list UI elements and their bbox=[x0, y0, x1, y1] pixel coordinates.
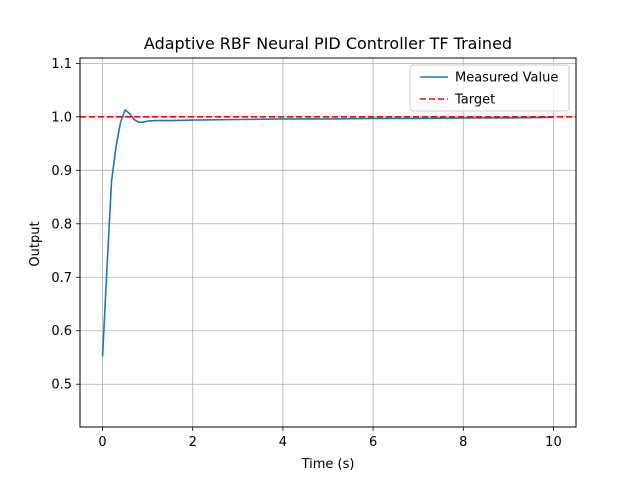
y-tick-label: 0.7 bbox=[51, 271, 72, 286]
y-tick-label: 1.1 bbox=[51, 57, 72, 72]
y-tick-label: 0.9 bbox=[51, 164, 72, 179]
x-tick-label: 2 bbox=[189, 435, 197, 450]
legend-entry-label: Measured Value bbox=[455, 71, 558, 86]
y-tick-label: 0.6 bbox=[51, 324, 72, 339]
x-tick-label: 4 bbox=[279, 435, 287, 450]
legend-box bbox=[409, 64, 570, 112]
legend: Measured Value Target bbox=[409, 64, 570, 112]
x-tick-label: 0 bbox=[98, 435, 106, 450]
y-tick-label: 0.5 bbox=[51, 378, 72, 393]
ticks: 0 2 4 6 8 10 0.5 0.6 0.7 0.8 0.9 1.0 1.1 bbox=[51, 57, 561, 450]
legend-entry-label: Target bbox=[454, 93, 495, 108]
x-axis-label: Time (s) bbox=[301, 457, 355, 472]
y-tick-label: 0.8 bbox=[51, 217, 72, 232]
x-tick-label: 10 bbox=[545, 435, 562, 450]
measured-value-line bbox=[101, 109, 554, 357]
chart-title: Adaptive RBF Neural PID Controller TF Tr… bbox=[144, 34, 512, 53]
axes-frame bbox=[79, 57, 577, 428]
x-tick-label: 6 bbox=[369, 435, 377, 450]
y-tick-label: 1.0 bbox=[51, 110, 72, 125]
plot-series bbox=[80, 109, 576, 357]
x-tick-label: 8 bbox=[459, 435, 467, 450]
y-axis-label: Output bbox=[28, 221, 43, 266]
